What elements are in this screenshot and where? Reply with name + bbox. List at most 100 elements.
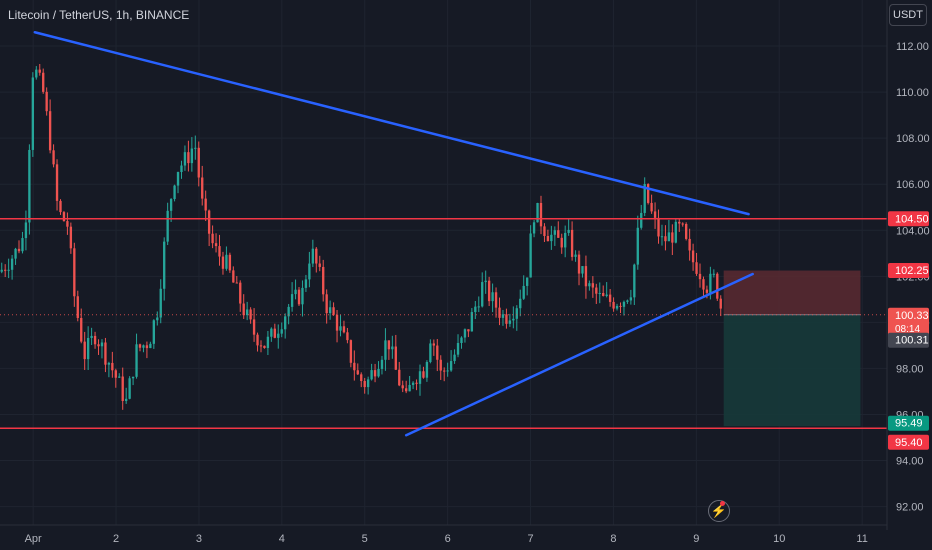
candle-body [577,254,581,274]
candle-body [301,287,304,305]
candle-body [17,248,21,252]
candle-body [52,150,55,165]
candle-body [595,287,598,294]
candle-body [522,285,525,299]
candle-body [695,262,698,274]
candle-body [515,308,518,319]
candle-body [69,226,73,249]
candle-body [214,243,218,247]
candle-body [152,320,156,344]
candle-body [449,361,453,371]
candle-body [256,334,259,346]
candle-body [339,326,342,331]
candle-body [705,289,709,293]
candle-body [398,369,401,386]
candle-body [640,212,643,228]
candle-body [460,337,463,344]
time-tick-label: 6 [445,533,451,545]
price-tick-label: 110.00 [896,87,929,99]
candle-body [273,328,276,338]
candle-body [318,263,321,267]
candle-body [418,371,422,384]
candle-body [615,305,619,309]
candle-body [539,202,543,227]
trendlines[interactable] [33,30,754,437]
chart-grid [0,0,887,525]
candle-body [325,294,328,314]
candle-body [394,346,397,370]
candle-body [166,210,169,242]
candle-body [31,77,35,150]
candle-body [45,91,48,112]
candle-body [259,345,263,347]
price-tick-label: 108.00 [896,133,930,145]
candle-body [702,279,705,290]
candle-body [411,382,415,385]
time-tick-label: 11 [856,533,867,545]
candle-body [719,298,722,309]
candle-body [664,236,667,242]
candle-body [532,222,536,234]
candle-body [135,344,138,377]
candle-body [353,362,356,371]
candle-body [48,111,52,151]
time-axis[interactable]: Apr 2 3 4 5 6 7 8 9 10 11 [0,524,887,545]
price-tick-label: 92.00 [896,502,924,514]
candle-body [304,279,308,288]
exchange-label: BINANCE [135,8,190,22]
interval-label[interactable]: 1h [115,8,130,22]
candle-body [287,306,290,317]
candle-body [519,298,522,309]
candle-body [221,256,225,269]
candle-body [377,368,380,377]
candle-body [28,149,31,223]
trendline-support[interactable] [404,272,754,437]
candle-body [650,202,653,212]
candle-body [619,305,622,307]
candle-body [235,282,238,284]
price-label-tag [888,434,929,450]
candle-body [121,376,124,401]
position-tool[interactable] [723,270,861,427]
chart-header: Litecoin / TetherUS, 1h, BINANCE [8,8,190,22]
candle-body [349,340,353,363]
candle-body [525,277,529,286]
candle-body [463,329,467,338]
candle-body [10,258,14,270]
price-label-text: 100.31 [895,335,929,347]
candle-body [204,198,207,211]
lightning-icon[interactable]: ⚡ [708,500,730,522]
candle-body [332,307,335,315]
candle-body [657,217,660,237]
candle-body [183,152,187,166]
candle-body [252,319,256,335]
time-tick-label: 7 [527,533,533,545]
horizontal-levels[interactable] [0,218,887,430]
candle-body [646,184,650,203]
candle-body [21,238,24,252]
price-label-text: 102.25 [895,265,929,277]
candle-body [194,147,197,149]
candle-body [512,318,515,321]
candle-body [277,333,280,338]
trendline-resistance[interactable] [33,30,750,216]
candle-body [280,329,283,334]
candle-body [626,300,629,302]
take-profit-zone[interactable] [723,314,861,427]
symbol-name[interactable]: Litecoin / TetherUS [8,8,110,22]
candle-body [508,320,512,324]
candle-body [373,370,377,377]
candle-body [284,316,287,330]
candle-body [574,254,577,257]
candle-body [24,222,28,239]
price-label-text: 95.40 [895,437,923,449]
candle-body [709,273,712,293]
time-tick-label: 3 [196,533,202,545]
candle-body [66,221,69,227]
candle-body [422,371,425,378]
candle-body [405,388,408,392]
time-tick-label: 10 [773,533,785,545]
currency-unit-button[interactable]: USDT [889,4,927,26]
candle-body [346,332,349,341]
